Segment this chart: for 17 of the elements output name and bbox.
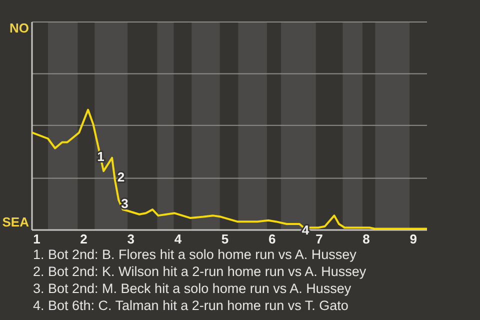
x-tick-label: 8 (362, 232, 370, 247)
text: 4. Bot 6th: C. Talman hit a 2-run home run vs T. Gato (33, 298, 348, 313)
x-tick-label: 2 (80, 232, 88, 247)
x-tick-label: 3 (127, 232, 134, 247)
text: 1. Bot 2nd: B. Flores hit a solo home run vs A. Hussey (33, 247, 357, 262)
text: 3. Bot 2nd: M. Beck hit a solo home run vs A. Hussey (33, 281, 352, 296)
text: NO (10, 20, 29, 36)
text: 2. Bot 2nd: K. Wilson hit a 2-run home run vs A. Hussey (33, 264, 366, 279)
x-tick-label: 1 (33, 232, 40, 247)
text: SEA (2, 214, 30, 230)
x-tick-label: 4 (174, 232, 182, 247)
annotation: 3 (121, 196, 128, 212)
annotation: 2 (117, 170, 125, 185)
x-tick-label: 9 (410, 232, 417, 247)
x-tick-label: 5 (221, 232, 229, 247)
x-tick-label: 7 (316, 232, 323, 247)
x-tick-label: 6 (268, 232, 276, 247)
